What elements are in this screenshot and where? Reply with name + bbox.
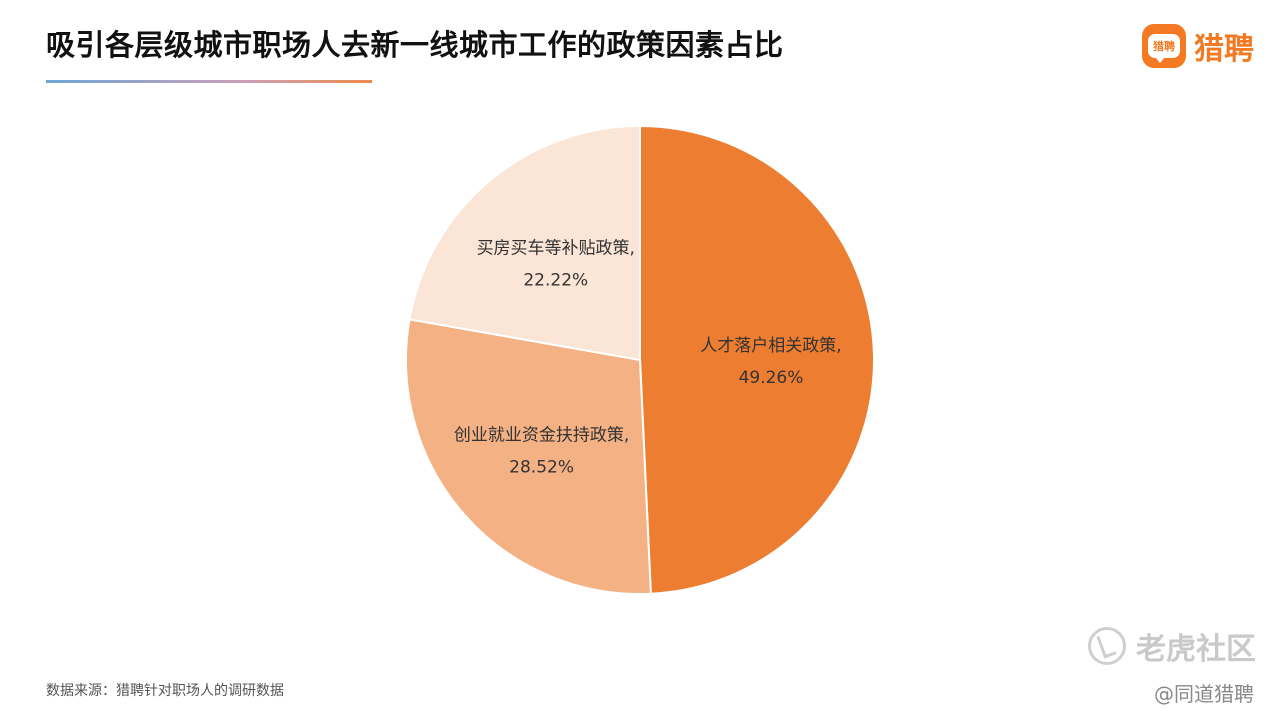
slice-label-2: 创业就业资金扶持政策, [454, 426, 629, 446]
pie-slice-2 [405, 318, 652, 595]
slice-value-1: 49.26% [739, 368, 804, 388]
liepin-logo-icon: 猎聘 [1142, 24, 1186, 68]
slice-value-3: 22.22% [523, 271, 588, 291]
slice-value-2: 28.52% [509, 458, 574, 478]
tiger-community-icon [1088, 627, 1126, 665]
watermark: 老虎社区 [1088, 624, 1256, 668]
title-underline [46, 80, 372, 83]
brand-name: 猎聘 [1194, 32, 1254, 67]
slice-label-1: 人才落户相关政策, [700, 336, 841, 356]
pie-slice-3 [408, 124, 641, 362]
slice-label-3: 买房买车等补贴政策, [477, 239, 635, 259]
credit: @同道猎聘 [1154, 682, 1254, 706]
data-source: 数据来源：猎聘针对职场人的调研数据 [46, 683, 284, 699]
page-title: 吸引各层级城市职场人去新一线城市工作的政策因素占比 [46, 28, 784, 62]
logo-bubble: 猎聘 [1148, 34, 1180, 63]
brand: 猎聘 猎聘 [1142, 22, 1254, 70]
watermark-text: 老虎社区 [1136, 632, 1256, 667]
pie-slice-1 [639, 124, 875, 595]
